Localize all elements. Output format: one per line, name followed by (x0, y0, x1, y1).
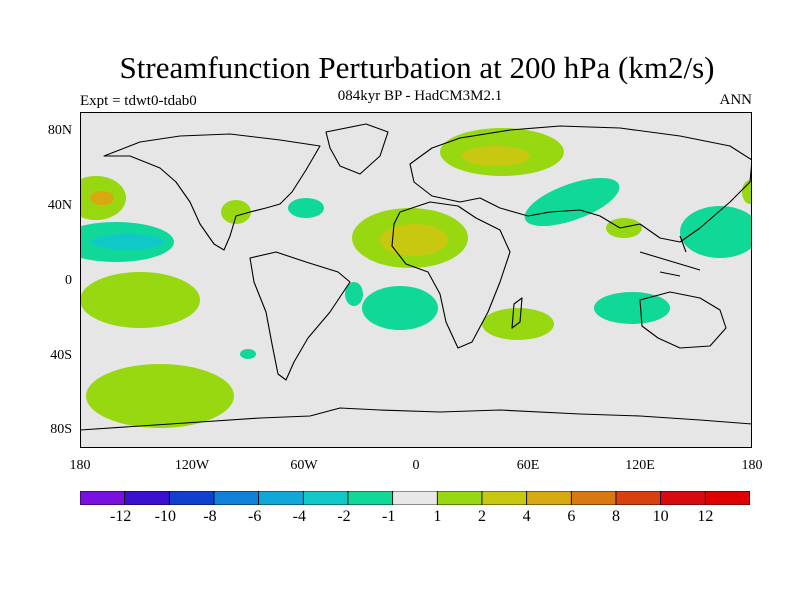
anomaly-positive-central-pacific (80, 272, 200, 328)
anomaly-core-siberia (462, 146, 530, 166)
anomaly-positive-india (606, 218, 642, 238)
colorbar-swatch (258, 491, 304, 505)
lon-label-120e: 120E (625, 458, 655, 473)
chart-title: Streamfunction Perturbation at 200 hPa (… (119, 50, 715, 85)
colorbar-swatch (615, 491, 662, 505)
experiment-label: Expt = tdwt0-tdab0 (80, 93, 197, 109)
anomaly-negative-south-america (240, 349, 256, 359)
lat-label-80n: 80N (47, 123, 72, 138)
streamfunction-map (80, 112, 752, 448)
colorbar-swatch (704, 491, 750, 505)
anomaly-positive-gulf (221, 200, 251, 224)
colorbar-swatch (526, 491, 572, 505)
lon-label-180e: 180 (741, 458, 763, 473)
chart-subtitle: 084kyr BP - HadCM3M2.1 (337, 88, 503, 104)
colorbar-swatch (213, 491, 260, 505)
anomaly-negative-north-atlantic (288, 198, 324, 218)
coastline-maritime-islands (639, 235, 701, 277)
colorbar-tick-label: -6 (247, 508, 262, 525)
colorbar-swatch (436, 491, 483, 505)
colorbar-swatch (347, 491, 394, 505)
anomaly-core-north-africa (380, 224, 448, 256)
anomaly-negative-central-asia (524, 177, 620, 227)
lon-label-60e: 60E (516, 458, 540, 473)
colorbar-tick-label: -12 (109, 508, 132, 525)
lat-label-40n: 40N (47, 198, 72, 213)
colorbar-tick-label: 4 (522, 508, 531, 525)
anomaly-positive-east-edge (742, 180, 752, 204)
colorbar-swatch (660, 491, 706, 505)
colorbar-tick-label: 10 (652, 508, 669, 525)
lon-label-0: 0 (412, 458, 420, 473)
anomaly-core-north-pacific (90, 191, 114, 205)
colorbar-tick-label: 1 (433, 508, 442, 525)
colorbar (80, 491, 750, 505)
coastline-eurasia (409, 125, 752, 243)
colorbar-tick-label: 6 (567, 508, 576, 525)
lat-label-40s: 40S (50, 348, 72, 363)
colorbar-tick-label: 12 (697, 508, 714, 525)
coastline-antarctica (80, 407, 752, 431)
colorbar-tick-label: -1 (381, 508, 396, 525)
lat-label-80s: 80S (50, 422, 72, 437)
colorbar-tick-label: -2 (337, 508, 351, 525)
colorbar-tick-label: 8 (612, 508, 620, 525)
colorbar-tick-label: 2 (478, 508, 486, 525)
colorbar-swatch (481, 491, 528, 505)
colorbar-swatch (302, 491, 349, 505)
colorbar-swatch (168, 491, 215, 505)
coastline-africa (391, 201, 511, 349)
season-label: ANN (719, 92, 753, 108)
lon-label-60w: 60W (290, 458, 318, 473)
colorbar-tick-label: -4 (292, 508, 306, 525)
colorbar-swatch (392, 491, 438, 505)
colorbar-swatch (124, 491, 170, 505)
coastline-greenland (325, 123, 389, 175)
colorbar-swatch (570, 491, 617, 505)
anomaly-positive-southern-ocean-pacific (86, 364, 234, 428)
coastline-north-america (103, 133, 321, 251)
colorbar-tick-label: -10 (154, 508, 176, 525)
colorbar-swatch (80, 491, 126, 505)
anomaly-negative-south-atlantic (362, 286, 438, 330)
anomaly-negative-brazil (345, 282, 363, 306)
coastline-australia (639, 291, 727, 349)
lat-label-eq: 0 (65, 273, 72, 288)
anomaly-core-pacific (92, 234, 164, 250)
anomaly-negative-australia (594, 292, 670, 324)
lon-label-120w: 120W (174, 458, 210, 473)
coastline-madagascar (511, 297, 523, 329)
colorbar-tick-label: -8 (203, 508, 217, 525)
coastline-south-america (249, 251, 351, 381)
lon-label-180w: 180 (69, 458, 91, 473)
anomaly-negative-west-pacific (680, 206, 752, 258)
